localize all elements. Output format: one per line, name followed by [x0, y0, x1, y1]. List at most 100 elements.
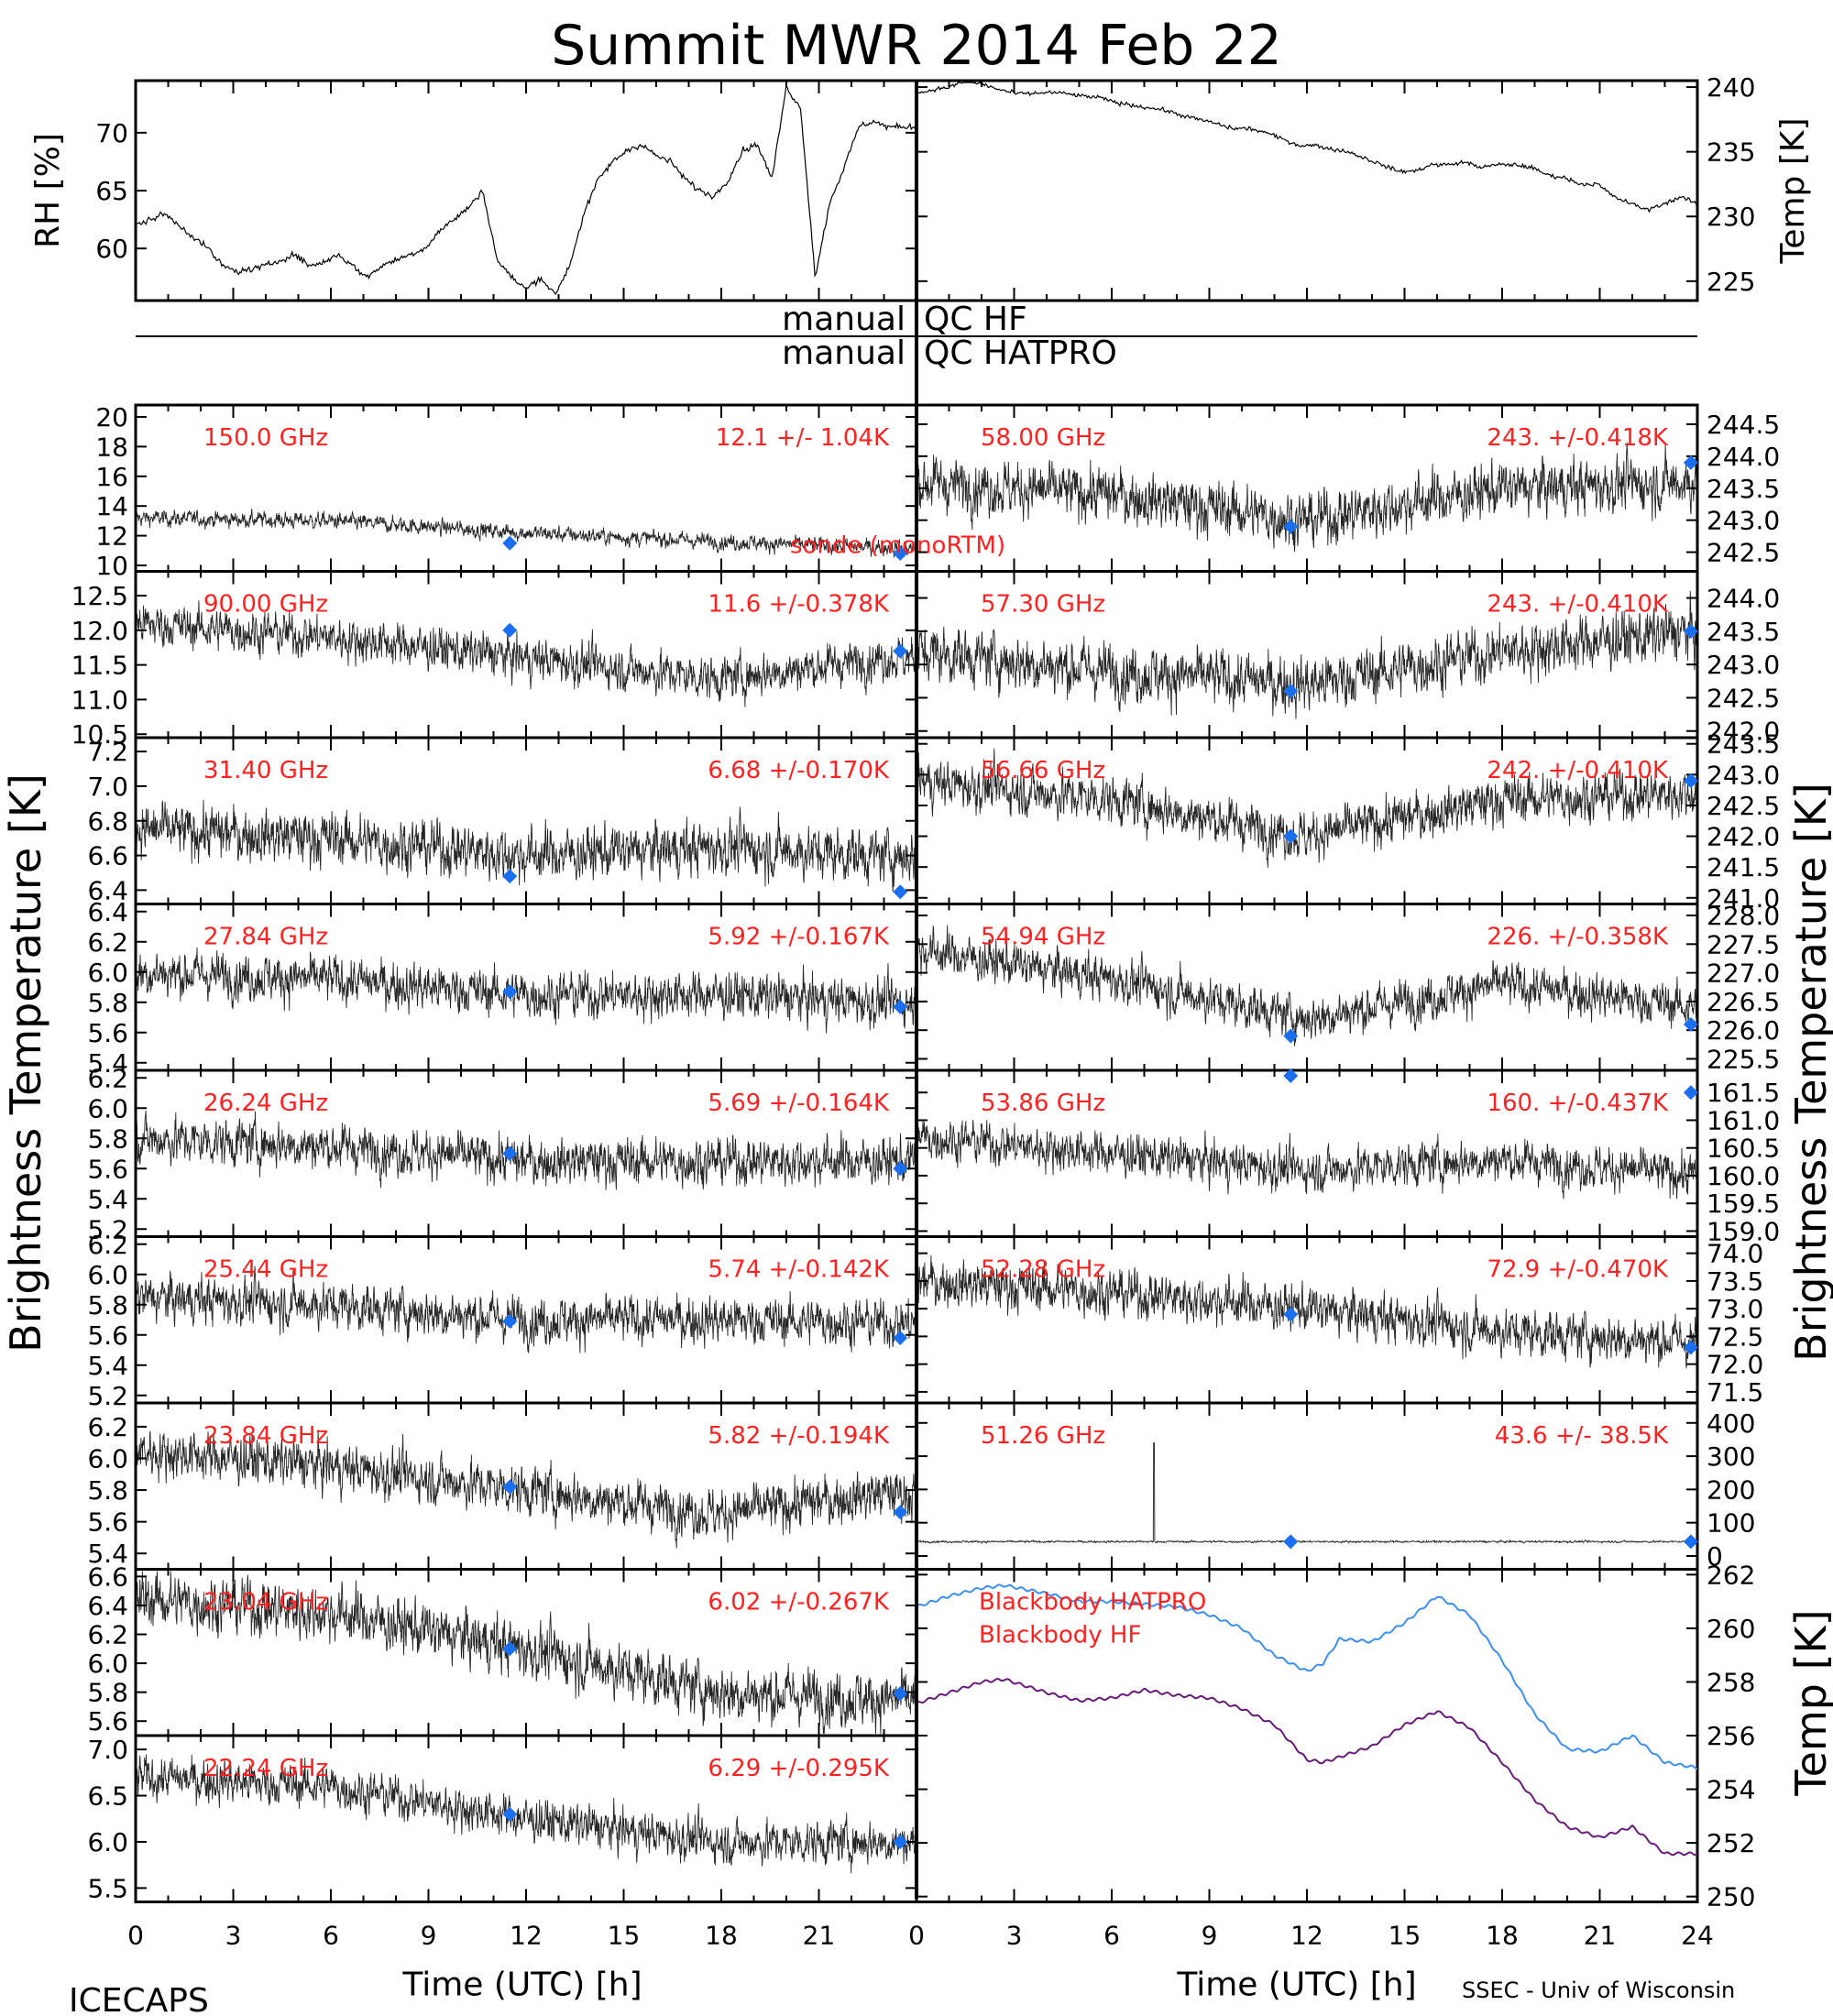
- y-tick-label: 161.5: [1707, 1078, 1780, 1108]
- y-tick-label: 226.0: [1707, 1015, 1780, 1046]
- y-tick-label: 159.0: [1707, 1216, 1780, 1246]
- y-tick-label: 6.2: [87, 1620, 128, 1650]
- sonde-diamond: [502, 1641, 518, 1657]
- channel-stat-label: 243. +/-0.410K: [1487, 591, 1669, 619]
- x-tick-label: 15: [608, 1921, 641, 1951]
- y-tick-label: 6.4: [87, 875, 128, 905]
- sonde-diamond: [1283, 1534, 1299, 1550]
- sonde-diamond: [1283, 1028, 1299, 1044]
- y-tick-label: 241.0: [1707, 883, 1780, 914]
- y-tick-label: 12: [95, 521, 128, 552]
- x-tick-label: 3: [1006, 1921, 1023, 1951]
- channel-frequency-label: 53.86 GHz: [981, 1090, 1105, 1117]
- legend-blackbody-hf: Blackbody HF: [979, 1622, 1141, 1649]
- channel-frequency-label: 26.24 GHz: [203, 1090, 328, 1117]
- channel-frequency-label: 22.24 GHz: [203, 1755, 328, 1782]
- y-tick-label: 228.0: [1707, 901, 1780, 931]
- y-tick-label: 161.0: [1707, 1105, 1780, 1135]
- sonde-diamond: [502, 535, 518, 551]
- sonde-diamond: [1283, 684, 1299, 699]
- y-tick-label: 74.0: [1707, 1239, 1763, 1269]
- y-tick-label: 242.5: [1707, 791, 1780, 821]
- rh-axis-label: RH [%]: [29, 133, 67, 248]
- sonde-diamond: [893, 1331, 908, 1346]
- channel-stat-label: 160. +/-0.437K: [1487, 1090, 1669, 1117]
- channel-trace: [916, 1442, 1697, 1545]
- qc-hatpro-left-label: manual: [782, 334, 906, 372]
- met-panel-rh: 60 65 70 RH [%]: [29, 79, 918, 302]
- y-tick-label: 71.5: [1707, 1377, 1763, 1408]
- x-axis-label-right: Time (UTC) [h]: [1176, 1967, 1416, 2004]
- sonde-diamond: [502, 1145, 518, 1161]
- y-tick-label: 5.8: [87, 1475, 128, 1506]
- channel-frequency-label: 27.84 GHz: [203, 924, 328, 951]
- channel-stat-label: 6.29 +/-0.295K: [708, 1755, 890, 1782]
- y-tick-label: 12.5: [71, 581, 128, 611]
- met-panel-temp: 225 230 235 240 Temp [K]: [915, 72, 1812, 302]
- channel-frequency-label: 54.94 GHz: [981, 924, 1105, 951]
- y-tick-label: 6.5: [87, 1781, 128, 1812]
- sonde-note: sonde (monoRTM): [790, 532, 1005, 560]
- y-tick-label: 241.5: [1707, 852, 1780, 882]
- footer-right: SSEC - Univ of Wisconsin: [1462, 1978, 1735, 2003]
- y-tick-label: 300: [1707, 1441, 1755, 1472]
- y-tick-label: 5.6: [87, 1320, 128, 1351]
- channel-trace: [916, 1255, 1698, 1369]
- channel-panel: 5.65.86.06.26.46.6 23.04 GHz 6.02 +/-0.267…: [87, 1561, 918, 1737]
- sonde-diamond: [502, 1479, 518, 1495]
- y-tick-label: 242.0: [1707, 717, 1780, 747]
- y-tick-label: 5.8: [87, 1678, 128, 1708]
- y-tick-label: 20: [95, 402, 128, 433]
- sonde-diamond: [1683, 455, 1698, 470]
- channel-stat-label: 5.69 +/-0.164K: [708, 1090, 890, 1117]
- y-tick-label: 243.5: [1707, 729, 1780, 760]
- x-tick-label: 21: [803, 1921, 836, 1951]
- y-tick-label: 10: [95, 551, 128, 581]
- channel-trace: [135, 1571, 917, 1735]
- y-tick-label: 225: [1707, 267, 1755, 297]
- y-tick-label: 5.4: [87, 1184, 128, 1214]
- y-tick-label: 6.0: [87, 1827, 128, 1857]
- channel-trace: [135, 799, 917, 893]
- y-tick-label: 5.8: [87, 1123, 128, 1154]
- y-tick-label: 5.8: [87, 988, 128, 1018]
- channel-trace: [916, 590, 1698, 719]
- sonde-diamond: [1683, 1085, 1698, 1101]
- y-tick-label: 6.0: [87, 1649, 128, 1679]
- y-tick-label: 243.5: [1707, 474, 1780, 504]
- y-tick-label: 16: [95, 462, 128, 492]
- blackbody-panel: 250 252 254 256 258 260 262 Blackbody HATPRO Bla…: [915, 1560, 1755, 1912]
- x-tick-label: 0: [908, 1921, 925, 1951]
- channel-trace: [916, 925, 1698, 1046]
- panel-frame: [915, 79, 1699, 302]
- channel-frequency-label: 52.28 GHz: [981, 1256, 1105, 1284]
- y-tick-label: 6.0: [87, 1093, 128, 1123]
- y-tick-label: 11.5: [71, 651, 128, 681]
- channel-stat-label: 6.02 +/-0.267K: [708, 1589, 890, 1616]
- channel-trace: [916, 748, 1698, 868]
- left-side-label: Brightness Temperature [K]: [1, 773, 50, 1353]
- y-tick-label: 5.6: [87, 1706, 128, 1737]
- y-tick-label: 6.8: [87, 806, 128, 837]
- qc-hf-left-label: manual: [782, 301, 906, 338]
- y-tick-label: 7.2: [87, 737, 128, 767]
- sonde-diamond: [1283, 1068, 1299, 1084]
- legend-blackbody-hatpro: Blackbody HATPRO: [979, 1589, 1206, 1616]
- y-tick-label: 235: [1707, 137, 1755, 168]
- x-tick-label: 12: [510, 1921, 543, 1951]
- y-tick-label: 252: [1707, 1828, 1755, 1858]
- x-tick-label: 24: [1681, 1921, 1714, 1951]
- page-title: Summit MWR 2014 Feb 22: [551, 14, 1282, 78]
- y-tick-label: 6.4: [87, 1591, 128, 1621]
- channel-trace: [135, 1265, 917, 1353]
- x-tick-label: 9: [1202, 1921, 1218, 1951]
- footer-left: ICECAPS: [69, 1982, 209, 2016]
- x-tick-label: 15: [1388, 1921, 1421, 1951]
- y-tick-label: 6.0: [87, 1444, 128, 1474]
- y-tick-label: 242.5: [1707, 538, 1780, 568]
- sonde-diamond: [1683, 1340, 1698, 1355]
- channel-frequency-label: 25.44 GHz: [203, 1256, 328, 1284]
